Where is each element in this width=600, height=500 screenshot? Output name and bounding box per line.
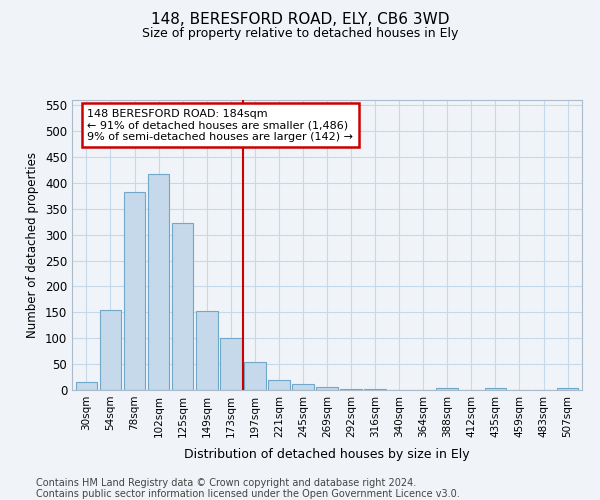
Bar [196, 312, 218, 390]
Bar [316, 388, 338, 390]
Bar [244, 362, 266, 390]
Y-axis label: Number of detached properties: Number of detached properties [26, 152, 40, 338]
Bar [172, 222, 193, 390]
Bar [485, 388, 506, 390]
Text: Contains public sector information licensed under the Open Government Licence v3: Contains public sector information licen… [36, 489, 460, 499]
Text: Contains HM Land Registry data © Crown copyright and database right 2024.: Contains HM Land Registry data © Crown c… [36, 478, 416, 488]
Bar [557, 388, 578, 390]
Text: 148 BERESFORD ROAD: 184sqm
← 91% of detached houses are smaller (1,486)
9% of se: 148 BERESFORD ROAD: 184sqm ← 91% of deta… [88, 108, 353, 142]
Bar [148, 174, 169, 390]
Bar [220, 338, 242, 390]
X-axis label: Distribution of detached houses by size in Ely: Distribution of detached houses by size … [184, 448, 470, 461]
Text: Size of property relative to detached houses in Ely: Size of property relative to detached ho… [142, 28, 458, 40]
Bar [76, 382, 97, 390]
Bar [100, 310, 121, 390]
Text: 148, BERESFORD ROAD, ELY, CB6 3WD: 148, BERESFORD ROAD, ELY, CB6 3WD [151, 12, 449, 28]
Bar [292, 384, 314, 390]
Bar [124, 192, 145, 390]
Bar [268, 380, 290, 390]
Bar [436, 388, 458, 390]
